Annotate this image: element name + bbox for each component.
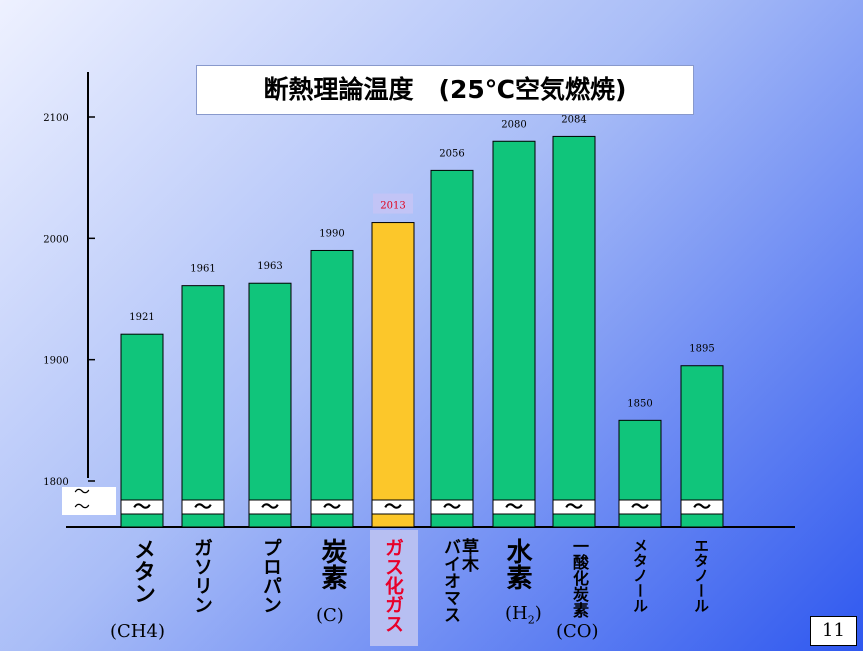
bar-break-symbol: ～ [384, 497, 402, 518]
category-text: 一酸化炭素 [570, 538, 589, 618]
y-tick-label: 1900 [43, 356, 68, 367]
category-label-methanol: メタノール [631, 538, 649, 613]
value-label: 2084 [561, 114, 586, 125]
category-text: プロパン [260, 538, 282, 614]
bar [430, 169, 474, 528]
bar-break-symbol: ～ [565, 497, 583, 518]
value-label: 1850 [627, 398, 652, 409]
bar-break-band [371, 499, 415, 515]
formula-label-c: (C) [316, 605, 344, 626]
category-text: 草木 [458, 538, 478, 572]
bar-break-band [492, 499, 536, 515]
category-text: エタノール [692, 538, 710, 613]
formula-text: (H [505, 603, 528, 624]
bar-break-symbol: ～ [194, 497, 212, 518]
category-label-hydrogen: 水素 [502, 538, 532, 590]
value-label: 1961 [190, 264, 215, 275]
category-label-carbon: 炭素 [317, 538, 347, 590]
bar-break-band [181, 499, 225, 515]
category-label-gasoline: ガソリン [191, 538, 213, 614]
category-label-carbon-monoxide: 一酸化炭素 [570, 538, 589, 618]
bar-break-band [248, 499, 292, 515]
category-text: バイオマス [440, 538, 460, 623]
value-label: 1990 [319, 228, 344, 239]
y-tick-label: 2100 [43, 113, 68, 124]
page-number: 11 [810, 616, 857, 646]
formula-subscript: 2 [527, 613, 535, 627]
category-label-methane: メタン [130, 538, 155, 604]
category-label-propane: プロパン [260, 538, 282, 614]
category-label-ethanol: エタノール [692, 538, 710, 613]
bar [310, 249, 354, 528]
bar-break-band [552, 499, 596, 515]
formula-text: ) [534, 603, 542, 624]
value-label: 2056 [439, 148, 464, 159]
bar-break-symbol: ～ [443, 497, 461, 518]
value-label: 2013 [380, 201, 405, 212]
bar-break-symbol: ～ [323, 497, 341, 518]
category-text: 水素 [502, 538, 532, 590]
formula-label-h2: (H2) [505, 603, 542, 627]
bar-break-symbol: ～ [631, 497, 649, 518]
bar [248, 282, 292, 528]
value-label: 2080 [501, 119, 526, 130]
formula-label-ch4: (CH4) [110, 621, 165, 642]
bar [120, 333, 164, 528]
bar-break-symbol: ～ [261, 497, 279, 518]
value-label: 1963 [257, 261, 282, 272]
value-label: 1895 [689, 344, 714, 355]
bar [371, 222, 415, 528]
y-tick-label: 2000 [43, 234, 68, 245]
bar-break-band [680, 499, 724, 515]
bar-break-band [618, 499, 662, 515]
category-label-woody-biomass: 草木 バイオマス [440, 538, 478, 623]
bar [181, 285, 225, 528]
bar-break-band [310, 499, 354, 515]
chart-title: 断熱理論温度 (25℃空気燃焼) [196, 65, 694, 115]
y-tick-label: 1800 [43, 477, 68, 488]
category-text: ガス化ガス [382, 538, 404, 633]
bar-break-band [430, 499, 474, 515]
category-text: ガソリン [191, 538, 213, 614]
bar-break-symbol: ～ [693, 497, 711, 518]
bar [492, 140, 536, 528]
formula-label-co: (CO) [556, 621, 599, 642]
bar-break-band [120, 499, 164, 515]
category-text: メタン [130, 538, 155, 604]
category-text: メタノール [631, 538, 649, 613]
bar-break-symbol: ～ [133, 497, 151, 518]
axis-break-symbol: ～ [74, 482, 90, 501]
value-label-background [373, 193, 413, 214]
category-label-gasification-gas: ガス化ガス [382, 538, 404, 633]
bar [552, 135, 596, 528]
category-text: 炭素 [317, 538, 347, 590]
axis-break-symbol: ～ [74, 497, 90, 516]
axis-break-background [62, 487, 116, 515]
highlight-label-background [370, 530, 418, 646]
bar-break-symbol: ～ [505, 497, 523, 518]
value-label: 1921 [129, 312, 154, 323]
